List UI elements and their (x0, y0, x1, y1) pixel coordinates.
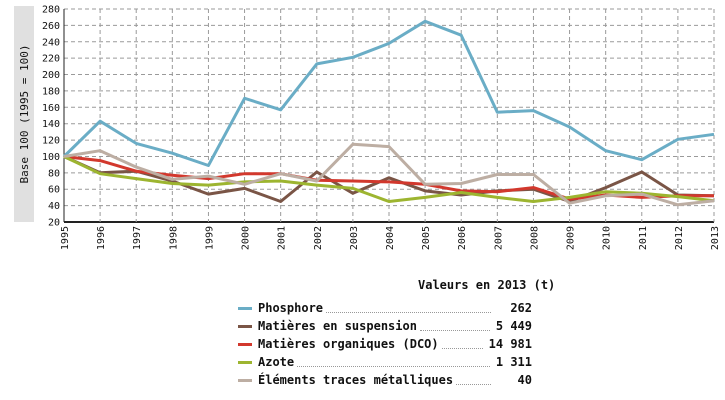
x-tick-label: 2013 (710, 226, 721, 250)
x-tick-label: 2006 (457, 226, 468, 250)
legend-leader-dots (419, 330, 490, 331)
legend-series-name: Phosphore (258, 301, 324, 315)
grid (63, 8, 715, 223)
legend-series-value: 5 449 (495, 319, 532, 333)
legend-item: Éléments traces métalliques 40 (238, 373, 538, 389)
legend-series-name: Éléments traces métalliques (258, 373, 454, 387)
x-tick-label: 2008 (529, 226, 540, 250)
x-tick-label: 2007 (493, 226, 504, 250)
x-tick-label: 2002 (313, 226, 324, 250)
y-tick-label: 40 (48, 201, 60, 212)
y-tick-label: 100 (42, 152, 60, 163)
x-tick-label: 2011 (638, 226, 649, 250)
x-tick-label: 1995 (60, 226, 71, 250)
x-tick-label: 2003 (349, 226, 360, 250)
x-tick-labels: 1995 1996 1997 1998 1999 2000 2001 2002 2003 2004… (60, 226, 721, 250)
legend-series-name: Matières organiques (DCO) (258, 337, 439, 351)
x-tick-label: 2001 (277, 226, 288, 250)
legend-title: Valeurs en 2013 (t) (418, 278, 556, 292)
legend-item: Matières en suspension 5 449 (238, 319, 538, 335)
legend-series-name: Matières en suspension (258, 319, 417, 333)
legend-swatch (238, 307, 252, 310)
legend-leader-dots (441, 348, 483, 349)
x-tick-label: 2004 (385, 226, 396, 250)
y-tick-label: 140 (42, 119, 60, 130)
y-tick-label: 60 (48, 185, 60, 196)
series-line-1 (63, 155, 715, 203)
y-tick-labels: 20 40 60 80 100 120 140 160 180 200 220 240 260 280 (42, 5, 60, 229)
y-axis-label-background (14, 6, 34, 222)
x-tick-label: 2009 (566, 226, 577, 250)
legend-leader-dots (326, 312, 491, 313)
y-axis-label: Base 100 (1995 = 100) (18, 44, 31, 183)
y-tick-label: 160 (42, 103, 60, 114)
legend-item: Matières organiques (DCO) 14 981 (238, 337, 538, 353)
legend-leader-dots (297, 366, 490, 367)
legend-swatch (238, 343, 252, 346)
legend-series-value: 14 981 (488, 337, 532, 351)
y-tick-label: 280 (42, 5, 60, 16)
legend-series-value: 40 (517, 373, 532, 387)
y-tick-label: 120 (42, 136, 60, 147)
x-tick-label: 2005 (421, 226, 432, 250)
x-tick-label: 2010 (602, 226, 613, 250)
legend-item: Azote 1 311 (238, 355, 538, 371)
y-tick-label: 260 (42, 21, 60, 32)
legend-leader-dots (456, 384, 491, 385)
series-line-4 (63, 142, 715, 207)
legend-series-name: Azote (258, 355, 295, 369)
x-tick-label: 1999 (204, 226, 215, 250)
y-tick-label: 240 (42, 37, 60, 48)
x-tick-label: 2012 (674, 226, 685, 250)
x-tick-label: 1997 (132, 226, 143, 250)
legend-series-value: 1 311 (495, 355, 532, 369)
legend-series-value: 262 (510, 301, 532, 315)
series-line-0 (62, 19, 715, 167)
y-tick-label: 20 (48, 218, 60, 229)
legend-swatch (238, 325, 252, 328)
series-lines (62, 19, 715, 207)
series-line-3 (63, 155, 715, 203)
x-tick-label: 1996 (96, 226, 107, 250)
legend-swatch (238, 379, 252, 382)
legend-item: Phosphore 262 (238, 301, 538, 317)
y-tick-label: 200 (42, 70, 60, 81)
y-tick-label: 180 (42, 86, 60, 97)
y-tick-label: 220 (42, 54, 60, 65)
legend-swatch (238, 361, 252, 364)
x-tick-label: 1998 (168, 226, 179, 250)
y-tick-label: 80 (48, 168, 60, 179)
x-tick-label: 2000 (241, 226, 252, 250)
